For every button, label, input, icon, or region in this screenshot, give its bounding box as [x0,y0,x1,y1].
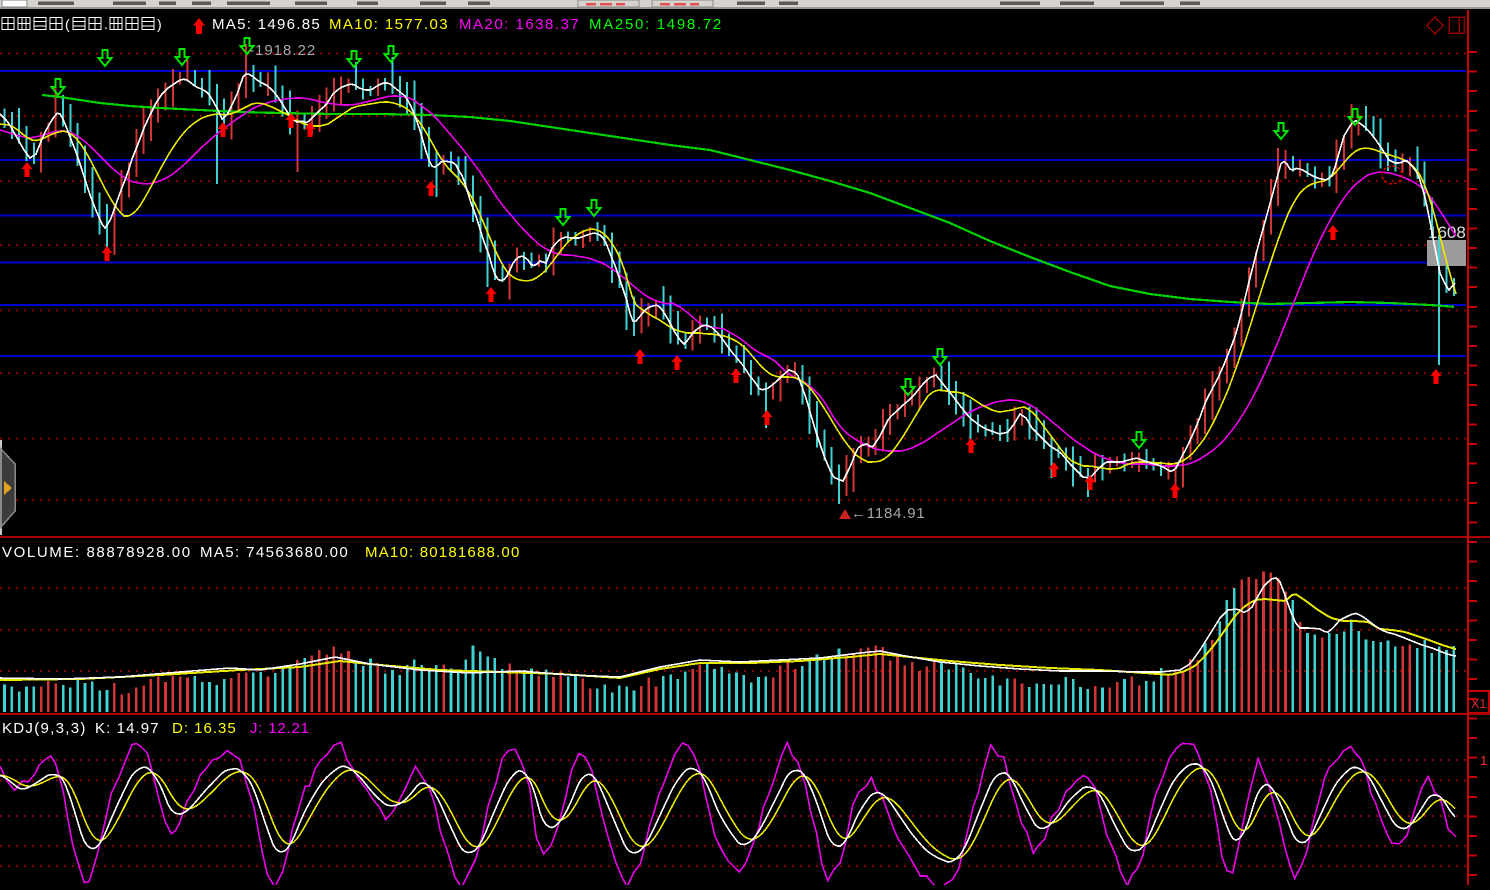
svg-text:VOLUME: 88878928.00: VOLUME: 88878928.00 [2,544,192,561]
svg-text:KDJ(9,3,3): KDJ(9,3,3) [2,720,87,737]
svg-text:D: 16.35: D: 16.35 [172,720,237,737]
svg-text:MA5: 1496.85: MA5: 1496.85 [212,16,321,33]
svg-text:MA250: 1498.72: MA250: 1498.72 [589,16,723,33]
svg-text:1: 1 [1480,753,1487,768]
svg-text:MA10: 1577.03: MA10: 1577.03 [329,16,449,33]
svg-text:K: 14.97: K: 14.97 [95,720,160,737]
svg-text:-1918.22: -1918.22 [249,42,316,59]
svg-text:MA5: 74563680.00: MA5: 74563680.00 [200,544,349,561]
svg-text:X1: X1 [1471,697,1486,711]
svg-text:MA20: 1638.37: MA20: 1638.37 [459,16,580,33]
svg-text:J: 12.21: J: 12.21 [250,720,310,737]
svg-text:MA10: 80181688.00: MA10: 80181688.00 [365,544,521,561]
svg-text:): ) [157,16,162,32]
svg-text:←1184.91: ←1184.91 [851,505,926,522]
svg-text:(: ( [65,16,70,32]
svg-text:.: . [104,16,108,32]
